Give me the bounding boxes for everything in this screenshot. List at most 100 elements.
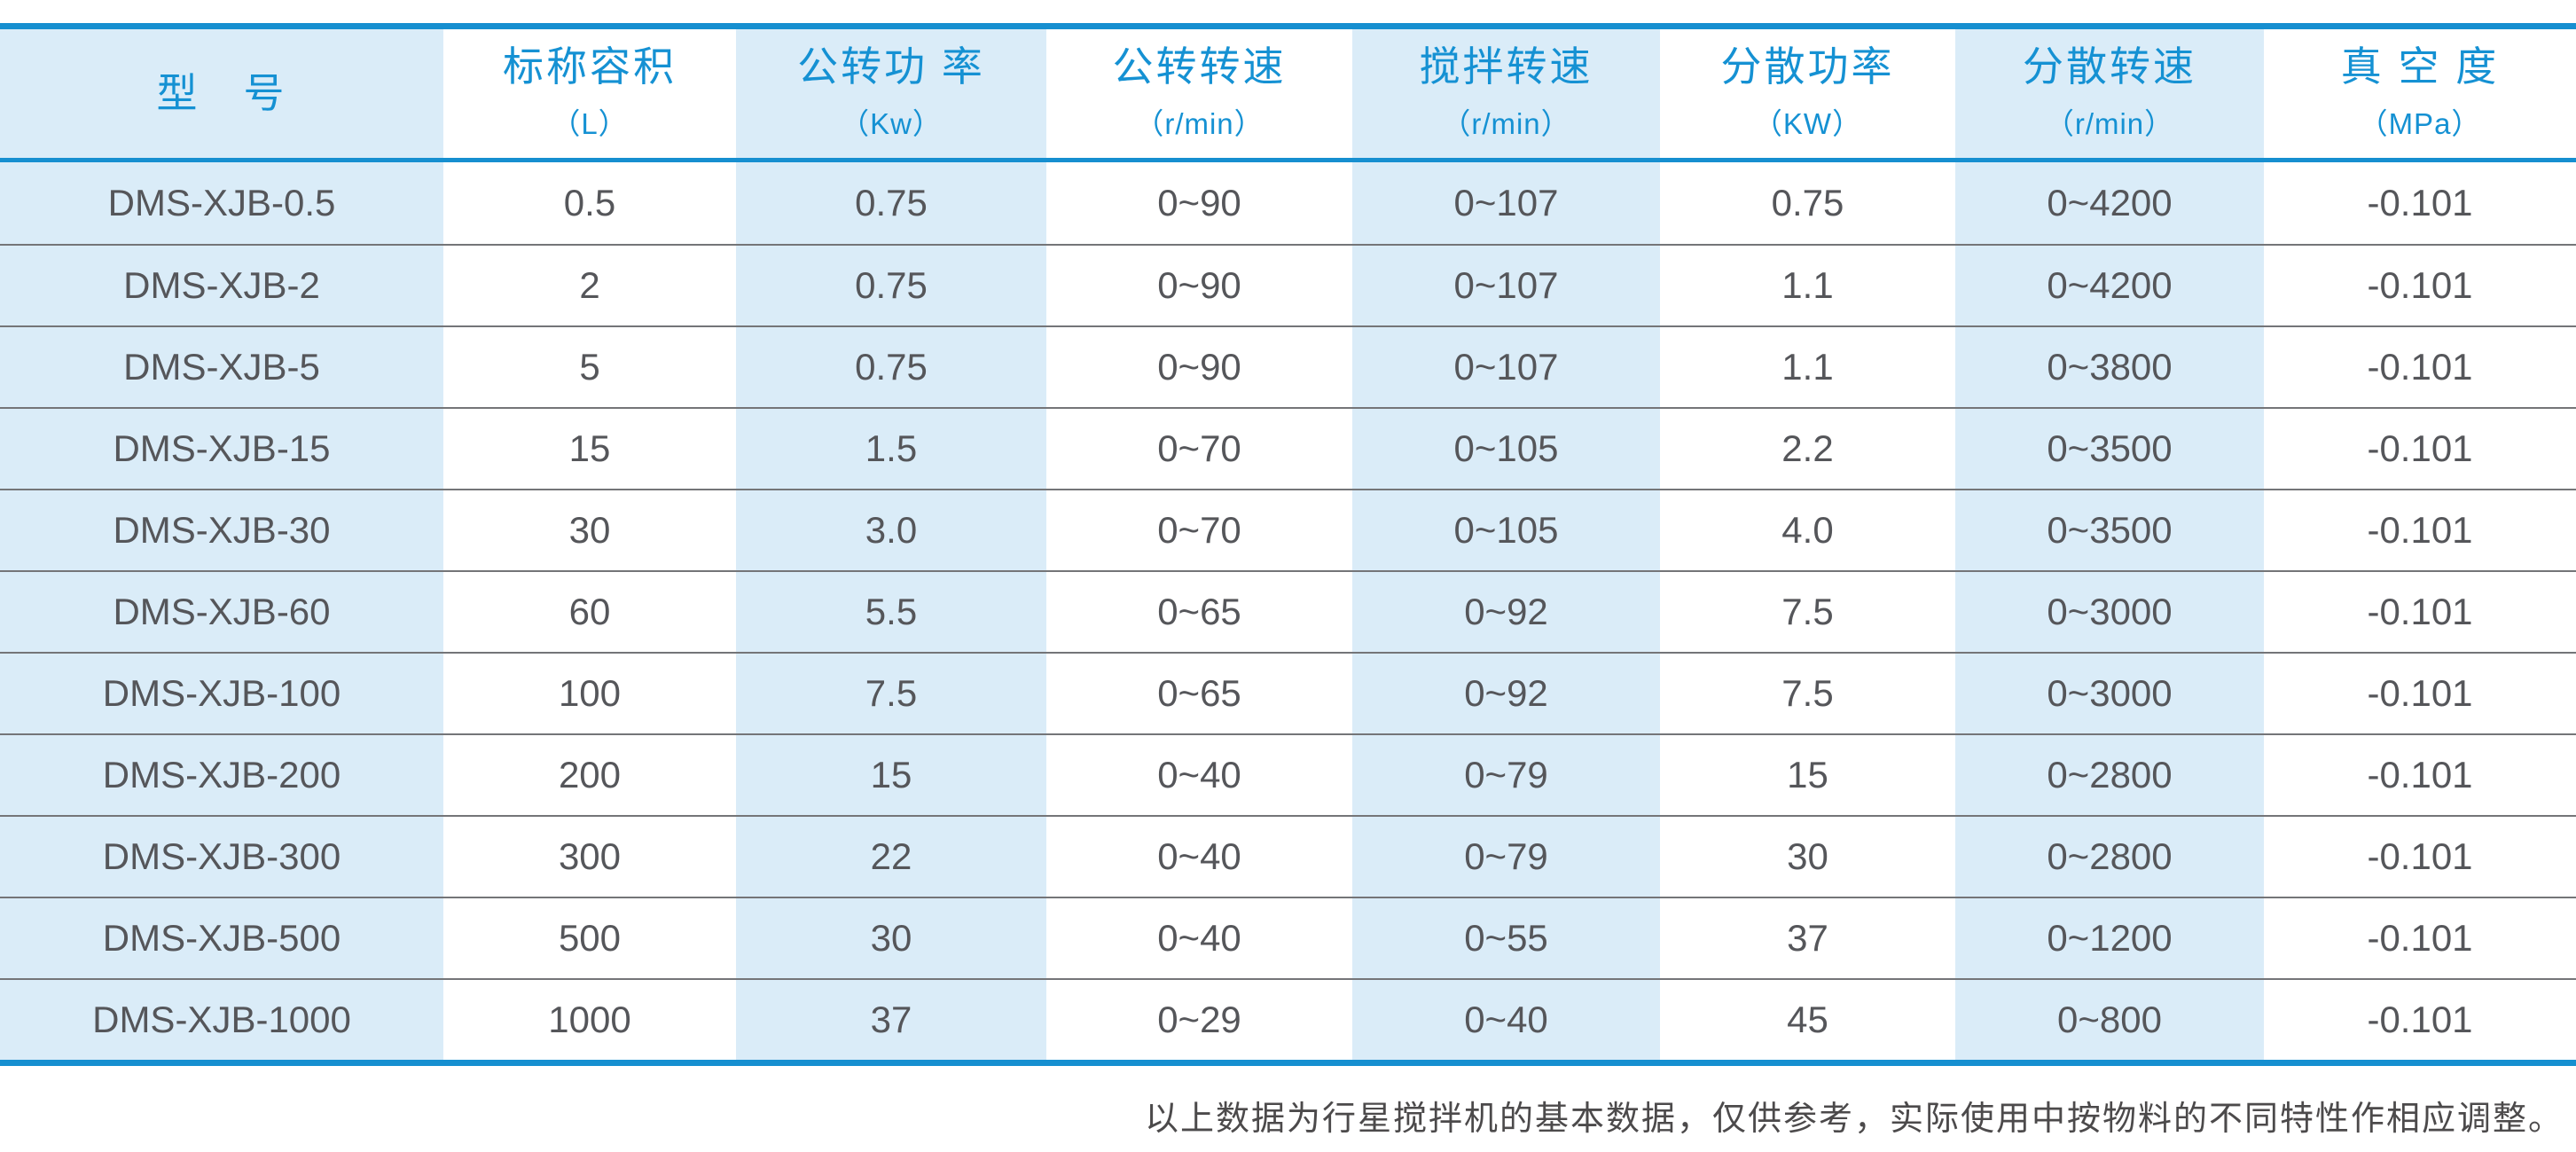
table-cell: 300 — [558, 835, 622, 877]
table-cell: 0~29 — [1157, 999, 1241, 1040]
column-title: 标称容积 — [503, 43, 677, 90]
column-header-nominal-capacity: 标称容积 （L） — [443, 29, 736, 158]
table-cell: DMS-XJB-15 — [0, 409, 443, 489]
table-cell: 0.5 — [563, 182, 616, 223]
table-cell: DMS-XJB-100 — [0, 654, 443, 733]
column-title: 搅拌转速 — [1419, 43, 1593, 90]
table-cell: 0~40 — [1352, 980, 1660, 1060]
table-cell: 2 — [579, 264, 600, 306]
table-cell: 0~70 — [1157, 509, 1241, 551]
table-cell: 30 — [568, 509, 611, 551]
table-cell: 0~92 — [1352, 654, 1660, 733]
table-cell: 0~40 — [1157, 917, 1241, 959]
table-cell: 1.1 — [1781, 346, 1834, 388]
table-cell: DMS-XJB-500 — [0, 898, 443, 978]
table-cell: 500 — [558, 917, 622, 959]
table-cell: 0~105 — [1352, 490, 1660, 570]
column-unit: （KW） — [1752, 106, 1863, 140]
table-cell: 3.0 — [736, 490, 1046, 570]
table-row-DMS-XJB-15: DMS-XJB-15 15 1.5 0~70 0~105 2.2 0~3500 -0.101 — [0, 407, 2576, 489]
table-cell: -0.101 — [2367, 754, 2473, 795]
table-cell: -0.101 — [2367, 999, 2473, 1040]
table-cell: 0.75 — [1771, 182, 1844, 223]
column-title: 型 号 — [156, 70, 287, 117]
table-cell: 200 — [558, 754, 622, 795]
table-cell: 0~3000 — [1955, 654, 2264, 733]
table-row-DMS-XJB-5: DMS-XJB-5 5 0.75 0~90 0~107 1.1 0~3800 -0.101 — [0, 325, 2576, 407]
table-cell: 2.2 — [1781, 427, 1834, 469]
column-header-vacuum-degree: 真 空 度 （MPa） — [2264, 29, 2576, 158]
spec-table: 型 号 标称容积 （L） 公转功 率 （Kw） 公转转速 （r/min） 搅拌转速 （r/min… — [0, 23, 2576, 1066]
table-cell: 1.1 — [1781, 264, 1834, 306]
table-cell: 100 — [558, 672, 622, 714]
column-unit: （Kw） — [840, 106, 943, 140]
table-cell: -0.101 — [2367, 591, 2473, 632]
table-cell: 0~65 — [1157, 591, 1241, 632]
table-cell: 0~55 — [1352, 898, 1660, 978]
table-header-row: 型 号 标称容积 （L） 公转功 率 （Kw） 公转转速 （r/min） 搅拌转速 （r/min… — [0, 29, 2576, 162]
table-cell: -0.101 — [2367, 427, 2473, 469]
table-cell: 0~800 — [1955, 980, 2264, 1060]
table-row-DMS-XJB-0.5: DMS-XJB-0.5 0.5 0.75 0~90 0~107 0.75 0~4200 -0.… — [0, 162, 2576, 244]
table-cell: 0~107 — [1352, 246, 1660, 325]
table-cell: -0.101 — [2367, 182, 2473, 223]
table-cell: 1.5 — [736, 409, 1046, 489]
table-cell: -0.101 — [2367, 917, 2473, 959]
table-cell: 7.5 — [1781, 672, 1834, 714]
table-cell: 7.5 — [736, 654, 1046, 733]
planetary-mixer-spec-sheet: 型 号 标称容积 （L） 公转功 率 （Kw） 公转转速 （r/min） 搅拌转速 （r/min… — [0, 23, 2576, 1140]
column-header-stirring-speed: 搅拌转速 （r/min） — [1352, 29, 1660, 158]
table-cell: 15 — [568, 427, 611, 469]
table-cell: -0.101 — [2367, 346, 2473, 388]
table-cell: 0~90 — [1157, 346, 1241, 388]
table-cell: 5 — [579, 346, 600, 388]
table-cell: 7.5 — [1781, 591, 1834, 632]
table-row-DMS-XJB-30: DMS-XJB-30 30 3.0 0~70 0~105 4.0 0~3500 -0.101 — [0, 489, 2576, 570]
table-cell: 0~90 — [1157, 182, 1241, 223]
table-cell: 0~105 — [1352, 409, 1660, 489]
table-row-DMS-XJB-200: DMS-XJB-200 200 15 0~40 0~79 15 0~2800 -0.101 — [0, 733, 2576, 815]
column-header-revolution-speed: 公转转速 （r/min） — [1046, 29, 1352, 158]
table-row-DMS-XJB-60: DMS-XJB-60 60 5.5 0~65 0~92 7.5 0~3000 -0.101 — [0, 570, 2576, 652]
table-cell: 0~4200 — [1955, 246, 2264, 325]
table-cell: 0~40 — [1157, 835, 1241, 877]
column-unit: （r/min） — [1134, 106, 1265, 140]
table-cell: 0~3500 — [1955, 490, 2264, 570]
table-cell: 4.0 — [1781, 509, 1834, 551]
table-body: DMS-XJB-0.5 0.5 0.75 0~90 0~107 0.75 0~4200 -0.… — [0, 162, 2576, 1060]
table-cell: 0~2800 — [1955, 817, 2264, 897]
table-cell: 30 — [1787, 835, 1828, 877]
table-cell: 0~79 — [1352, 817, 1660, 897]
table-cell: DMS-XJB-30 — [0, 490, 443, 570]
table-cell: 37 — [1787, 917, 1828, 959]
table-cell: DMS-XJB-300 — [0, 817, 443, 897]
column-header-dispersion-speed: 分散转速 （r/min） — [1955, 29, 2264, 158]
column-title: 公转功 率 — [797, 43, 985, 90]
column-unit: （r/min） — [1441, 106, 1571, 140]
table-cell: 5.5 — [736, 572, 1046, 652]
column-title: 分散功率 — [1720, 43, 1895, 90]
table-row-DMS-XJB-1000: DMS-XJB-1000 1000 37 0~29 0~40 45 0~800 -0.101 — [0, 978, 2576, 1060]
column-title: 公转转速 — [1112, 43, 1287, 90]
table-row-DMS-XJB-100: DMS-XJB-100 100 7.5 0~65 0~92 7.5 0~3000 -0.101 — [0, 652, 2576, 733]
table-cell: 0~65 — [1157, 672, 1241, 714]
table-cell: 15 — [736, 735, 1046, 815]
table-cell: DMS-XJB-5 — [0, 327, 443, 407]
table-cell: 22 — [736, 817, 1046, 897]
table-cell: -0.101 — [2367, 672, 2473, 714]
column-header-revolution-power: 公转功 率 （Kw） — [736, 29, 1046, 158]
table-cell: DMS-XJB-200 — [0, 735, 443, 815]
column-title: 真 空 度 — [2340, 43, 2500, 90]
table-cell: 0.75 — [736, 246, 1046, 325]
table-cell: 60 — [568, 591, 611, 632]
table-cell: DMS-XJB-60 — [0, 572, 443, 652]
table-cell: 0~2800 — [1955, 735, 2264, 815]
table-cell: -0.101 — [2367, 264, 2473, 306]
table-cell: -0.101 — [2367, 509, 2473, 551]
column-unit: （L） — [551, 106, 629, 140]
column-unit: （r/min） — [2044, 106, 2175, 140]
table-row-DMS-XJB-2: DMS-XJB-2 2 0.75 0~90 0~107 1.1 0~4200 -0.101 — [0, 244, 2576, 325]
table-cell: 1000 — [548, 999, 631, 1040]
table-cell: DMS-XJB-1000 — [0, 980, 443, 1060]
table-cell: 0~107 — [1352, 162, 1660, 244]
